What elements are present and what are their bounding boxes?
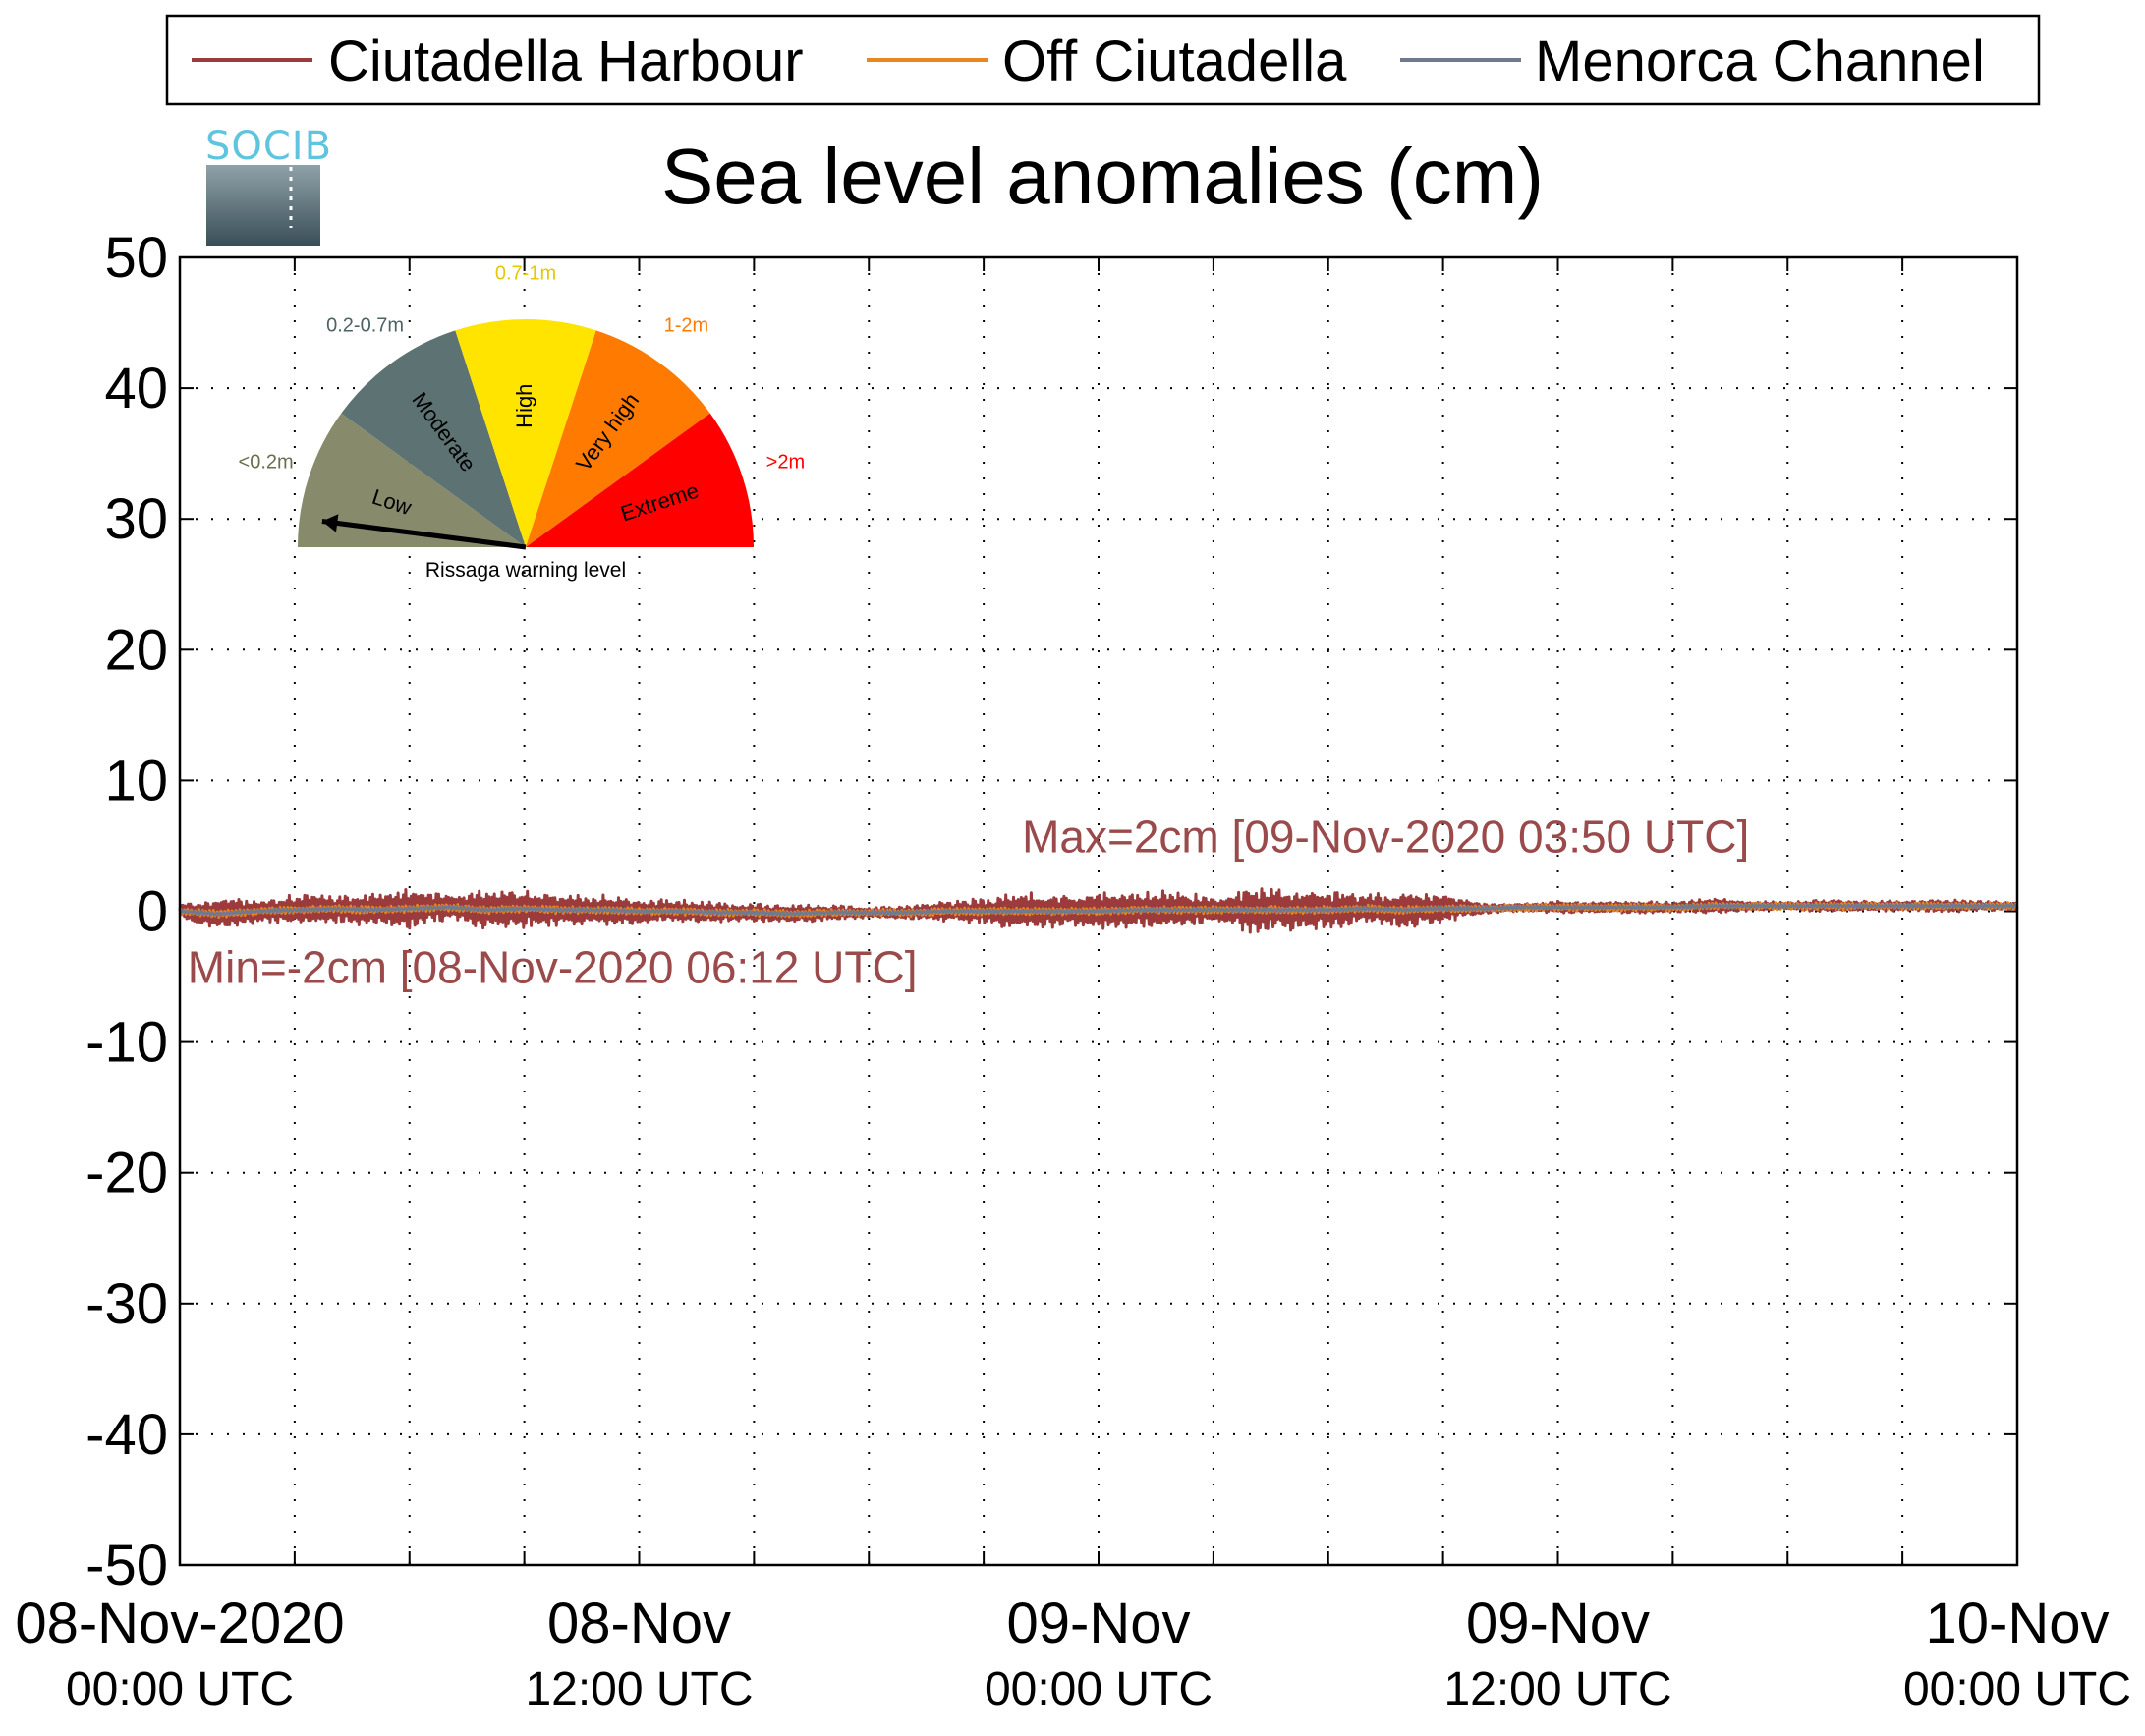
ticks	[180, 256, 2017, 1566]
x-tick-label-date: 08-Nov	[547, 1592, 731, 1655]
x-tick-labels: 08-Nov-2020 00:00 UTC 08-Nov 12:00 UTC 09-No…	[15, 1592, 2131, 1715]
gauge-range-label: 0.7-1m	[495, 262, 556, 284]
logo-block	[206, 165, 320, 246]
x-tick-label-date: 10-Nov	[1926, 1592, 2110, 1655]
gauge-segment	[455, 319, 596, 547]
x-tick-label-time: 00:00 UTC	[1903, 1663, 2131, 1715]
gauge-needle-head	[321, 514, 339, 532]
legend-frame	[165, 14, 2041, 106]
series-line-menorca-channel	[178, 903, 2018, 917]
gauge-segment	[341, 330, 526, 547]
gauge-needle	[321, 519, 527, 550]
x-tick-label-time: 00:00 UTC	[985, 1663, 1213, 1715]
chart-title: Sea level anomalies (cm)	[661, 133, 1544, 220]
y-tick-label: 0	[137, 880, 168, 944]
y-tick-label: -20	[85, 1142, 168, 1205]
gauge-segment	[526, 330, 710, 547]
legend-label-menorca-channel: Menorca Channel	[1535, 29, 1985, 93]
y-tick-label: 20	[104, 618, 168, 682]
plot-frame	[178, 255, 2019, 1567]
y-tick-label: -30	[85, 1272, 168, 1336]
x-tick-label-time: 12:00 UTC	[525, 1663, 753, 1715]
legend: Ciutadella Harbour Off Ciutadella Menorc…	[165, 14, 2041, 106]
x-tick-label-date: 08-Nov-2020	[15, 1592, 344, 1655]
gauge-segment	[526, 413, 754, 547]
gauge-range-label: >2m	[766, 451, 805, 473]
legend-label-off-ciutadella: Off Ciutadella	[1002, 29, 1347, 93]
y-tick-label: -50	[85, 1534, 168, 1597]
y-tick-label: 40	[104, 357, 168, 420]
x-tick-label-time: 00:00 UTC	[66, 1663, 294, 1715]
annotation-max: Max=2cm [09-Nov-2020 03:50 UTC]	[1022, 812, 1749, 863]
socib-logo: SOCIB	[205, 124, 332, 246]
gauge-segment	[298, 413, 526, 547]
legend-label-harbour: Ciutadella Harbour	[328, 29, 804, 93]
x-tick-label-date: 09-Nov	[1466, 1592, 1650, 1655]
y-tick-labels: 50 40 30 20 10 0 -10 -20 -30 -40 -50	[85, 226, 168, 1597]
y-tick-label: 30	[104, 487, 168, 551]
x-tick-label-time: 12:00 UTC	[1443, 1663, 1671, 1715]
gauge-range-label: <0.2m	[239, 451, 294, 473]
series-lines	[178, 887, 2019, 934]
x-tick-label-date: 09-Nov	[1007, 1592, 1191, 1655]
gauge-segment-label: High	[512, 384, 536, 428]
logo-text: SOCIB	[205, 124, 332, 169]
y-tick-label: -40	[85, 1403, 168, 1467]
gauge-range-label: 0.2-0.7m	[326, 314, 404, 336]
gauge-caption: Rissaga warning level	[425, 559, 626, 582]
gauge-range-label: 1-2m	[664, 314, 709, 336]
annotation-min: Min=-2cm [08-Nov-2020 06:12 UTC]	[188, 942, 918, 993]
y-tick-label: 50	[104, 226, 168, 290]
y-tick-label: 10	[104, 749, 168, 812]
y-tick-label: -10	[85, 1011, 168, 1075]
